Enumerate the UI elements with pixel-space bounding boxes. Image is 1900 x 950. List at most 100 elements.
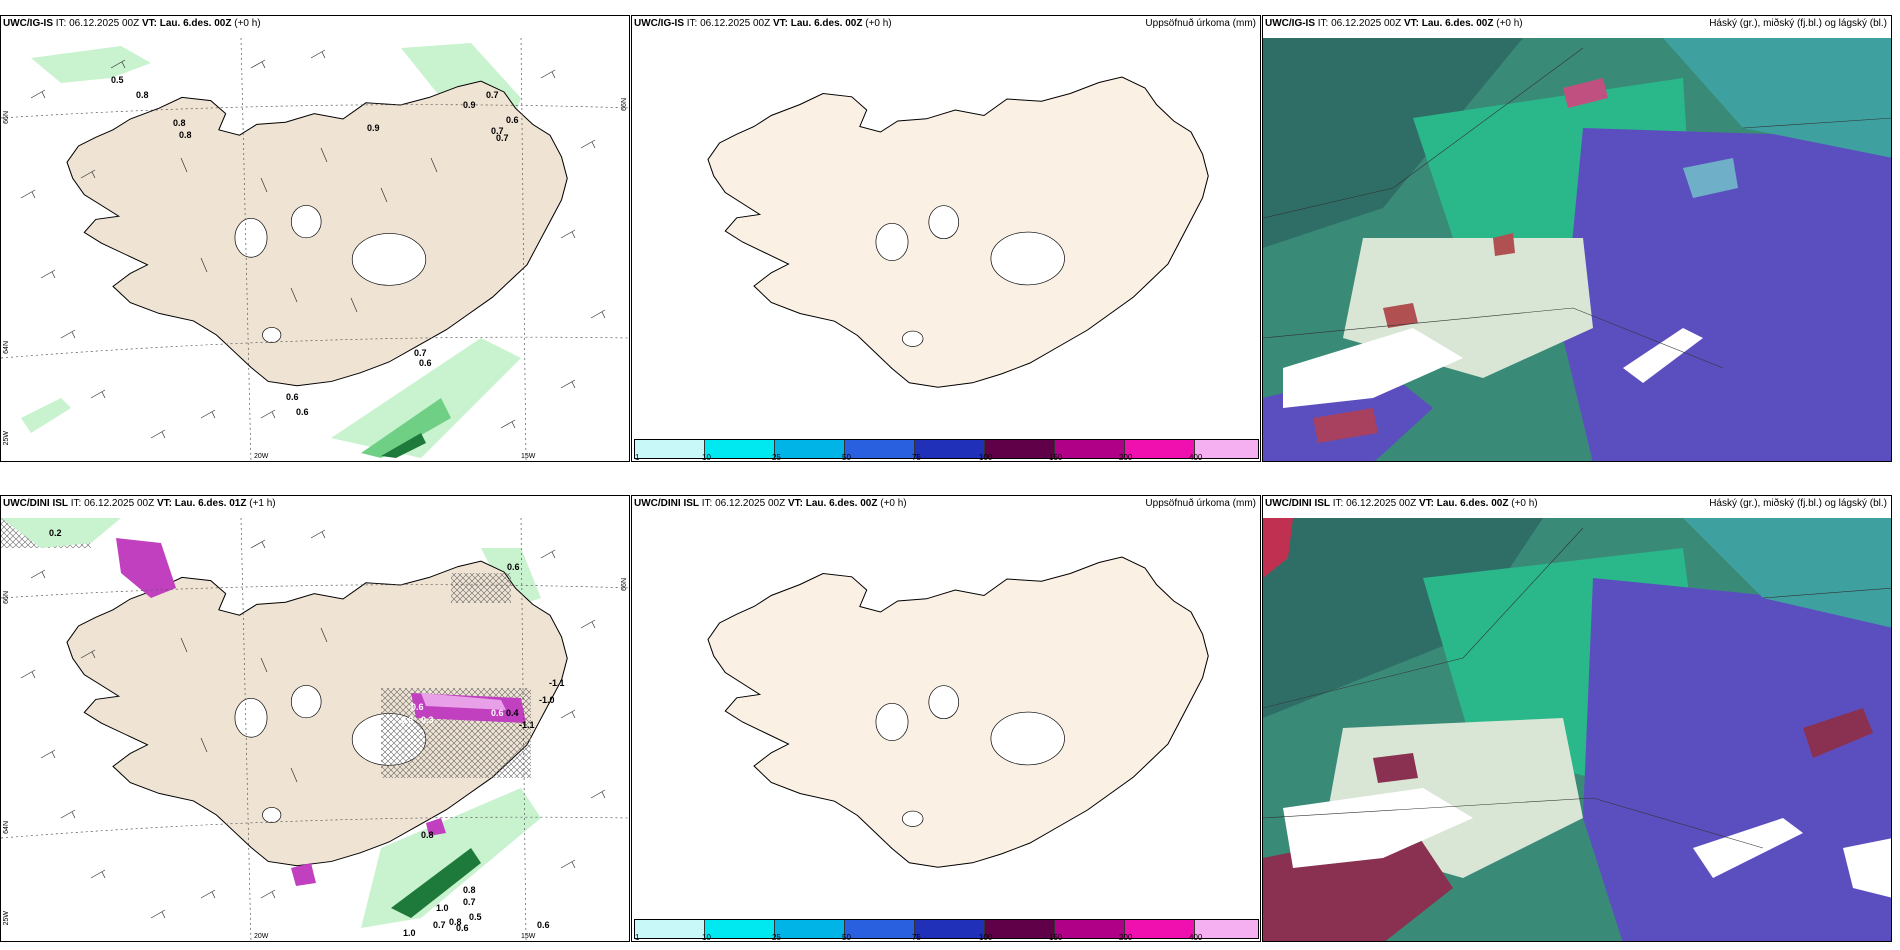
colorbar-label: 75 — [912, 453, 921, 462]
cloud-cover-map — [1263, 38, 1891, 461]
panel-header: UWC/IG-IS IT: 06.12.2025 00Z VT: Lau. 6.… — [1265, 18, 1523, 29]
colorbar-swatch — [1055, 440, 1125, 458]
colorbar-label: 1 — [635, 453, 640, 462]
value-label: 1.0 — [403, 928, 416, 938]
colorbar-swatch — [635, 440, 705, 458]
lon-label-15w: 15W — [521, 453, 536, 460]
vt-label: VT: — [772, 18, 788, 29]
valid-time: Lau. 6.des. 00Z — [805, 498, 878, 509]
lat-label-25w: 25W — [3, 911, 10, 926]
colorbar-swatch — [845, 920, 915, 938]
lon-label-15w: 15W — [521, 933, 536, 940]
value-label: 0.7 — [463, 897, 476, 907]
value-label: 0.9 — [367, 123, 380, 133]
colorbar — [634, 919, 1259, 939]
map-panel-wind-precip-igis: UWC/IG-IS IT: 06.12.2025 00Z VT: Lau. 6.… — [0, 15, 630, 462]
model-name: UWC/DINI ISL — [3, 498, 68, 509]
it-label: IT: — [686, 18, 698, 29]
colorbar-label: 50 — [842, 453, 851, 462]
value-label: 1.0 — [436, 903, 449, 913]
colorbar-label: 50 — [842, 933, 851, 942]
panel-header: UWC/IG-IS IT: 06.12.2025 00Z VT: Lau. 6.… — [634, 18, 892, 29]
colorbar-swatch — [705, 440, 775, 458]
value-label: -1.1 — [549, 678, 565, 688]
valid-time: Lau. 6.des. 00Z — [1436, 498, 1509, 509]
value-label: 0.2 — [49, 528, 62, 538]
init-time: 06.12.2025 00Z — [1346, 498, 1417, 509]
map-panel-clouds-igis: UWC/IG-IS IT: 06.12.2025 00Z VT: Lau. 6.… — [1262, 15, 1892, 462]
it-label: IT: — [701, 498, 713, 509]
colorbar-swatch — [1195, 920, 1258, 938]
colorbar-swatch — [775, 440, 845, 458]
valid-time: Lau. 6.des. 01Z — [174, 498, 247, 509]
colorbar-label: 25 — [772, 453, 781, 462]
lat-label-64n: 64N — [3, 821, 10, 834]
value-label: 0.9 — [463, 100, 476, 110]
value-label: 0.8 — [179, 130, 192, 140]
vt-label: VT: — [1403, 18, 1419, 29]
colorbar-label: 200 — [1119, 933, 1133, 942]
model-name: UWC/DINI ISL — [1265, 498, 1330, 509]
lat-label-25w: 25W — [3, 431, 10, 446]
model-name: UWC/IG-IS — [3, 18, 53, 29]
panel-header: UWC/DINI ISL IT: 06.12.2025 00Z VT: Lau.… — [634, 498, 907, 509]
init-time: 06.12.2025 00Z — [715, 498, 786, 509]
value-label: 0.6 — [286, 392, 299, 402]
colorbar-label: 1 — [635, 933, 640, 942]
value-label: 0.6 — [411, 702, 424, 712]
colorbar-label: 400 — [1189, 933, 1203, 942]
model-name: UWC/IG-IS — [1265, 18, 1315, 29]
colorbar-swatch — [1125, 440, 1195, 458]
colorbar-label: 200 — [1119, 453, 1133, 462]
value-label: 0.8 — [463, 885, 476, 895]
colorbar-label: 75 — [912, 933, 921, 942]
colorbar-swatch — [1125, 920, 1195, 938]
value-label: 0.5 — [469, 912, 482, 922]
value-label: 0.6 — [296, 407, 309, 417]
value-label: 0.5 — [111, 75, 124, 85]
lead-time: (+0 h) — [865, 18, 892, 29]
vt-label: VT: — [787, 498, 803, 509]
it-label: IT: — [70, 498, 82, 509]
init-time: 06.12.2025 00Z — [1331, 18, 1402, 29]
colorbar-swatch — [1055, 920, 1125, 938]
cloud-cover-map — [1263, 518, 1891, 941]
panel-title: Uppsöfnuð úrkoma (mm) — [1145, 498, 1256, 509]
value-label: 0.8 — [136, 90, 149, 100]
precip-map — [707, 556, 1209, 868]
colorbar-swatch — [635, 920, 705, 938]
panel-title: Háský (gr.), miðský (fj.bl.) og lágský (… — [1709, 18, 1887, 29]
valid-time: Lau. 6.des. 00Z — [1421, 18, 1494, 29]
lat-label-66n: 66N — [3, 591, 10, 604]
colorbar-swatch — [915, 440, 985, 458]
value-label: 0.6 — [537, 920, 550, 930]
colorbar-swatch — [915, 920, 985, 938]
value-label: 0.7 — [496, 133, 509, 143]
lead-time: (+0 h) — [1511, 498, 1538, 509]
value-label: 0.6 — [506, 115, 519, 125]
value-label: 0.3 — [421, 715, 434, 725]
vt-label: VT: — [156, 498, 172, 509]
lat-label-64n: 64N — [3, 341, 10, 354]
value-label: 0.8 — [173, 118, 186, 128]
value-label: 0.6 — [419, 358, 432, 368]
colorbar-label: 400 — [1189, 453, 1203, 462]
value-label: 0.3 — [401, 715, 414, 725]
map-panel-clouds-dini: UWC/DINI ISL IT: 06.12.2025 00Z VT: Lau.… — [1262, 495, 1892, 942]
colorbar-swatch — [845, 440, 915, 458]
value-label: 0.6 — [491, 708, 504, 718]
colorbar — [634, 439, 1259, 459]
lead-time: (+1 h) — [249, 498, 276, 509]
value-label: 0.8 — [449, 917, 462, 927]
valid-time: Lau. 6.des. 00Z — [159, 18, 232, 29]
map-panel-wind-precip-dini: UWC/DINI ISL IT: 06.12.2025 00Z VT: Lau.… — [0, 495, 630, 942]
it-label: IT: — [1317, 18, 1329, 29]
value-label: 0.7 — [491, 126, 504, 136]
init-time: 06.12.2025 00Z — [69, 18, 140, 29]
value-label: 0.6 — [456, 923, 469, 933]
valid-time: Lau. 6.des. 00Z — [790, 18, 863, 29]
lat-label-66n-right: 66N — [621, 98, 628, 111]
lead-time: (+0 h) — [1496, 18, 1523, 29]
colorbar-label: 100 — [979, 453, 993, 462]
lat-label-66n: 66N — [3, 111, 10, 124]
